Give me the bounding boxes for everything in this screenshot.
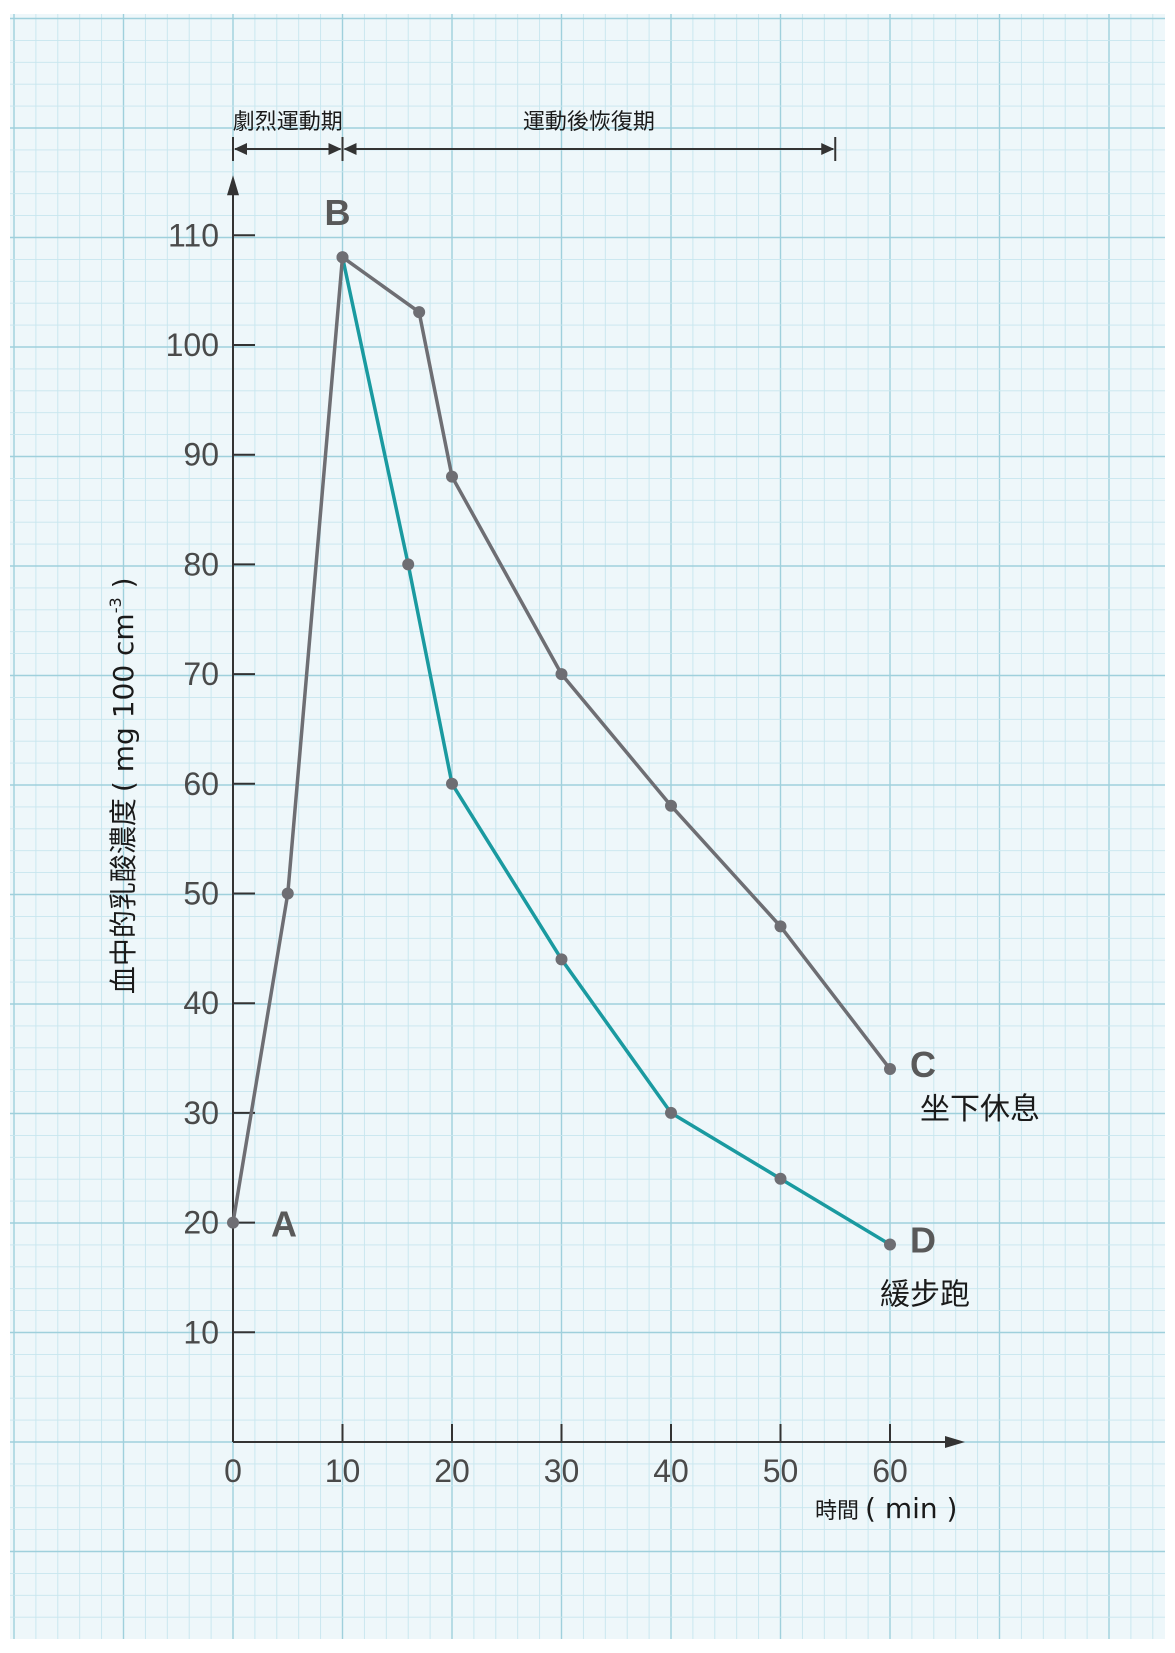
y-tick-label: 30 [183, 1095, 219, 1131]
phase-arrow-right-icon [328, 143, 342, 155]
data-point [227, 1216, 239, 1229]
phase-arrow-left-icon [234, 143, 247, 155]
chart-area: 0 10 20 30 40 50 60 10 20 30 40 50 60 70 80 90 100 110 時間(… [10, 14, 1165, 1639]
phase-arrow-left-icon [343, 143, 357, 155]
phase-label: 劇烈運動期 [233, 110, 343, 135]
grid [10, 14, 1165, 1639]
data-point [281, 887, 294, 900]
x-axis-arrow-icon [945, 1436, 965, 1448]
y-tick-label: 10 [183, 1314, 219, 1350]
x-tick-label: 0 [224, 1453, 242, 1489]
labels: A B C 坐下休息 D 緩步跑 [271, 192, 1040, 1312]
y-tick-label: 110 [168, 217, 219, 253]
phase-arrow-right-icon [821, 143, 835, 155]
data-point [884, 1063, 896, 1076]
data-point [336, 251, 349, 264]
x-tick-label: 10 [325, 1453, 361, 1489]
data-point [555, 953, 568, 966]
point-label-a: A [271, 1204, 297, 1245]
series-end-letter: C [910, 1044, 936, 1085]
series-name-label: 緩步跑 [880, 1278, 970, 1313]
y-tick-label: 20 [183, 1205, 219, 1241]
y-tick-label: 80 [183, 546, 219, 582]
x-tick-label: 30 [544, 1453, 580, 1489]
data-point [665, 1106, 677, 1119]
x-tick-label: 60 [872, 1453, 908, 1489]
x-tick-label: 20 [434, 1453, 470, 1489]
y-tick-label: 50 [183, 876, 219, 912]
x-tick-label: 50 [763, 1453, 799, 1489]
data-point [446, 470, 458, 483]
x-axis-title: 時間( min ) [815, 1492, 957, 1525]
data-point [884, 1238, 896, 1251]
y-axis-arrow-icon [227, 175, 239, 196]
y-tick-label: 90 [183, 437, 219, 473]
data-point [413, 306, 426, 319]
axes: 0 10 20 30 40 50 60 10 20 30 40 50 60 70 80 90 100 110 時間(… [106, 175, 965, 1525]
series-name-label: 坐下休息 [920, 1092, 1040, 1127]
data-point [446, 777, 458, 790]
y-tick-label: 40 [183, 985, 219, 1021]
data-point [665, 799, 677, 812]
lactate-chart: 0 10 20 30 40 50 60 10 20 30 40 50 60 70 80 90 100 110 時間(… [10, 14, 1165, 1639]
y-tick-label: 100 [166, 327, 219, 363]
x-tick-label: 40 [653, 1453, 689, 1489]
point-label-b: B [325, 192, 351, 233]
data-point [774, 1172, 787, 1185]
phase-label: 運動後恢復期 [523, 110, 655, 135]
series-line [340, 256, 891, 1247]
y-axis-title: 血中的乳酸濃度( mg 100 cm-3 ) [106, 578, 140, 995]
y-tick-label: 70 [183, 656, 219, 692]
series-lines [227, 251, 896, 1251]
series-end-letter: D [910, 1220, 936, 1261]
phase-annotations: 劇烈運動期 運動後恢復期 [232, 110, 837, 161]
data-point [402, 558, 415, 571]
y-tick-label: 60 [183, 766, 219, 802]
data-point [774, 920, 787, 933]
data-point [555, 668, 568, 681]
